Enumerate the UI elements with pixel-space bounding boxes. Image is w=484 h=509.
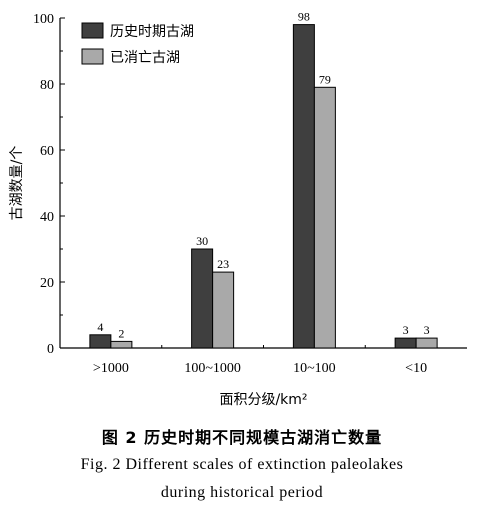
bar	[110, 340, 133, 349]
legend-swatch	[81, 22, 104, 39]
bar-chart: 0 20 40 60 80 100 >1000 100~1000 10~100 <10 面积分级/k…	[9, 10, 467, 408]
x-axis-title: 面积分级/km²	[219, 392, 307, 408]
bar	[313, 86, 336, 349]
bar-value-label: 4	[97, 320, 103, 334]
bars	[89, 24, 438, 349]
y-tick-label: 80	[40, 78, 54, 93]
axes: 0 20 40 60 80 100 >1000 100~1000 10~100 <10 面积分级/k…	[9, 12, 467, 408]
x-tick-label: <10	[405, 361, 427, 376]
bar-value-label: 98	[298, 10, 310, 24]
y-tick-label: 0	[47, 342, 54, 357]
chart-area: 0 20 40 60 80 100 >1000 100~1000 10~100 <10 面积分级/k…	[9, 10, 467, 408]
legend-label: 历史时期古湖	[110, 24, 194, 40]
bar	[212, 271, 235, 349]
x-tick-label: 10~100	[293, 361, 336, 376]
y-tick-label: 40	[40, 210, 54, 225]
legend-label: 已消亡古湖	[110, 50, 180, 66]
y-tick-label: 100	[33, 12, 54, 27]
data-labels: 4 2 30 23 98 79 3 3	[97, 10, 429, 341]
figure-caption-chinese: 图 2 历史时期不同规模古湖消亡数量	[101, 428, 383, 447]
bar-value-label: 30	[196, 234, 208, 248]
bar	[292, 24, 315, 349]
x-tick-label: 100~1000	[184, 361, 241, 376]
bar	[89, 334, 112, 349]
y-axis-title: 古湖数量/个	[9, 146, 25, 221]
legend-swatch	[81, 48, 104, 65]
y-tick-label: 20	[40, 276, 54, 291]
figure-caption-english-line-1: Fig. 2 Different scales of extinction pa…	[80, 456, 404, 473]
figure-caption-english-line-2: during historical period	[160, 484, 324, 501]
bar	[415, 337, 438, 349]
bar-value-label: 23	[217, 257, 229, 271]
bar-value-label: 79	[319, 72, 331, 86]
x-tick-label: >1000	[93, 361, 129, 376]
bar	[394, 337, 417, 349]
bar-value-label: 2	[118, 326, 124, 340]
bar-value-label: 3	[424, 323, 430, 337]
bar-value-label: 3	[403, 323, 409, 337]
y-tick-label: 60	[40, 144, 54, 159]
bar	[191, 248, 214, 349]
